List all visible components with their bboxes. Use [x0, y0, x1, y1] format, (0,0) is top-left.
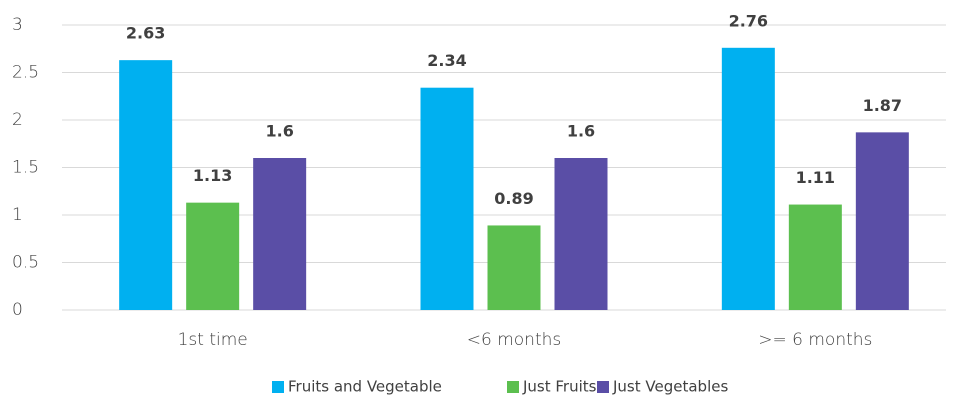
- y-tick-label: 1.5: [12, 158, 39, 178]
- x-tick-label: <6 months: [467, 330, 562, 350]
- legend-swatch: [507, 381, 519, 393]
- bar: [487, 225, 541, 310]
- x-tick-label: >= 6 months: [758, 330, 872, 350]
- legend-swatch: [597, 381, 609, 393]
- bar: [788, 204, 842, 310]
- y-tick-label: 3: [12, 15, 23, 35]
- value-label: 1.6: [265, 122, 293, 141]
- legend-label: Just Vegetables: [612, 378, 728, 396]
- bar: [554, 158, 608, 310]
- y-tick-label: 1: [12, 205, 23, 225]
- value-label: 2.76: [729, 11, 768, 30]
- legend-label: Fruits and Vegetable: [288, 378, 442, 396]
- y-tick-label: 0.5: [12, 253, 39, 273]
- value-label: 0.89: [494, 189, 533, 208]
- bar: [119, 60, 173, 311]
- bar: [253, 158, 307, 310]
- value-label: 2.34: [427, 51, 466, 70]
- value-label: 1.6: [567, 122, 595, 141]
- value-label: 2.63: [126, 24, 165, 43]
- bar: [186, 202, 240, 310]
- y-tick-label: 0: [12, 300, 23, 320]
- value-label: 1.11: [796, 168, 835, 187]
- x-tick-label: 1st time: [178, 330, 248, 350]
- y-tick-label: 2.5: [12, 63, 39, 83]
- legend-swatch: [272, 381, 284, 393]
- value-label: 1.87: [863, 96, 902, 115]
- bar: [420, 87, 474, 310]
- bar: [721, 47, 775, 311]
- legend-label: Just Fruits: [522, 378, 597, 396]
- bar: [855, 132, 909, 310]
- y-tick-label: 2: [12, 110, 23, 130]
- value-label: 1.13: [193, 166, 232, 185]
